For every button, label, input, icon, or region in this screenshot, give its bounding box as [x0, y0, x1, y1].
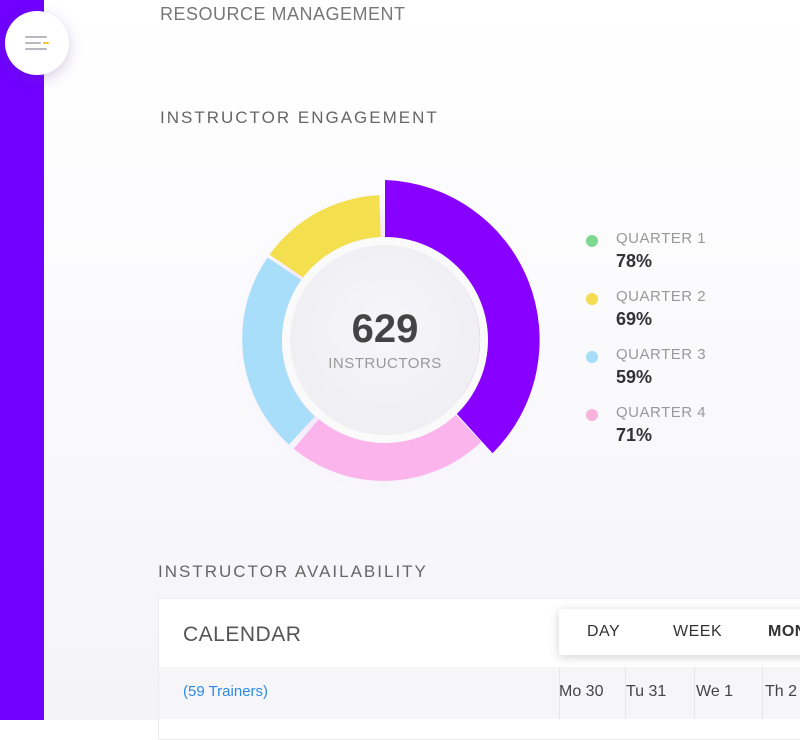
legend-dot-icon — [586, 293, 598, 305]
calendar-view-tabs: DAY WEEK MON — [559, 609, 800, 655]
menu-button[interactable] — [5, 11, 69, 75]
legend-label: QUARTER 3 — [616, 346, 707, 363]
legend-value: 69% — [616, 309, 653, 329]
calendar-header-row: (59 Trainers) Mo 30 Tu 31 We 1 Th 2 — [159, 667, 800, 719]
day-divider — [694, 667, 695, 719]
engagement-donut-chart: 629 INSTRUCTORS — [220, 160, 560, 500]
calendar-title: CALENDAR — [183, 623, 302, 646]
legend-value: 71% — [616, 425, 653, 445]
availability-section-title: INSTRUCTOR AVAILABILITY — [158, 562, 428, 581]
calendar-card: CALENDAR DAY WEEK MON (59 Trainers) Mo 3… — [158, 598, 800, 740]
day-divider — [762, 667, 763, 719]
engagement-section-title: INSTRUCTOR ENGAGEMENT — [160, 108, 439, 127]
sidebar — [0, 0, 44, 720]
donut-segment-blue — [242, 257, 315, 445]
legend-label: QUARTER 1 — [616, 230, 707, 247]
day-column-header: Th 2 — [765, 683, 798, 700]
tab-week[interactable]: WEEK — [673, 623, 723, 640]
legend-label: QUARTER 4 — [616, 404, 707, 421]
legend-value: 78% — [616, 251, 653, 271]
tab-day[interactable]: DAY — [587, 623, 621, 640]
instructor-count: 629 — [351, 306, 419, 351]
donut-segment-yellow — [269, 195, 381, 279]
donut-segment-purple — [385, 180, 540, 454]
trainers-count-link[interactable]: (59 Trainers) — [183, 683, 269, 700]
legend-value: 59% — [616, 367, 653, 387]
day-divider — [559, 667, 560, 719]
hamburger-icon — [25, 34, 49, 52]
legend-label: QUARTER 2 — [616, 288, 707, 305]
day-divider — [625, 667, 626, 719]
legend-dot-icon — [586, 351, 598, 363]
tab-month[interactable]: MON — [768, 623, 800, 640]
donut-segment-pink — [293, 413, 482, 481]
day-column-header: We 1 — [696, 683, 734, 700]
day-column-header: Tu 31 — [626, 683, 667, 700]
legend-dot-icon — [586, 235, 598, 247]
day-column-header: Mo 30 — [559, 683, 604, 700]
donut-center: 629 INSTRUCTORS — [290, 245, 480, 435]
legend-dot-icon — [586, 409, 598, 421]
instructor-count-label: INSTRUCTORS — [328, 354, 442, 372]
page-title: RESOURCE MANAGEMENT — [160, 4, 406, 24]
